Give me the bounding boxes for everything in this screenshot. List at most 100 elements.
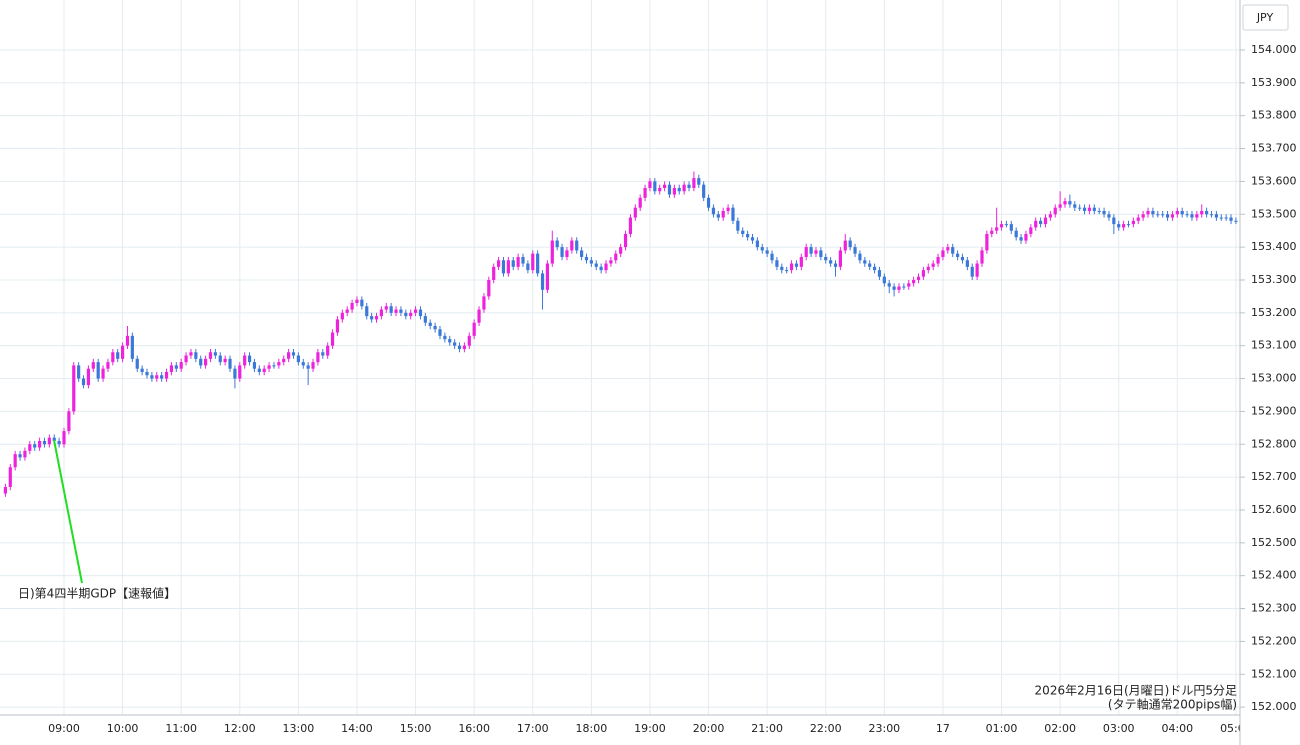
candle-body	[604, 263, 608, 271]
candle-body	[335, 319, 340, 333]
candle-body	[770, 253, 774, 261]
candle-body	[1078, 207, 1082, 209]
candle-body	[296, 355, 300, 363]
candle-body	[194, 352, 198, 359]
candle-body	[379, 309, 383, 317]
candle-body	[160, 375, 164, 379]
candle-body	[1195, 214, 1199, 218]
candle-body	[628, 217, 633, 234]
candle-body	[321, 352, 325, 356]
candle-body	[257, 368, 261, 372]
candle-body	[726, 207, 730, 211]
candle-body	[697, 178, 701, 185]
candle-body	[42, 440, 47, 445]
candle-body	[1229, 217, 1233, 221]
candle-body	[1205, 210, 1209, 215]
candle-body	[643, 187, 647, 198]
candle-body	[174, 365, 178, 369]
y-tick-label: 153.800	[1251, 109, 1297, 122]
candles	[3, 171, 1238, 497]
candle-body	[848, 240, 852, 248]
candle-body	[1131, 220, 1135, 225]
candle-body	[794, 263, 799, 267]
candle-body	[1112, 217, 1116, 225]
x-tick-label: 16:00	[458, 722, 490, 735]
candle-body	[492, 266, 496, 280]
candle-body	[238, 365, 242, 379]
candle-body	[96, 362, 100, 379]
candle-body	[184, 355, 188, 363]
candle-body	[511, 260, 515, 267]
candle-body	[1087, 207, 1092, 211]
candle-body	[736, 220, 740, 231]
candle-body	[262, 368, 266, 372]
annotation-arrow	[53, 439, 83, 584]
candle-body	[872, 266, 877, 271]
candle-body	[428, 322, 432, 326]
candle-body	[394, 309, 398, 313]
currency-box	[1242, 4, 1289, 31]
candle-body	[1209, 214, 1214, 216]
candle-body	[1029, 227, 1033, 234]
y-tick-label: 152.600	[1251, 503, 1297, 516]
candle-body	[120, 345, 125, 359]
candle-body	[86, 368, 91, 386]
candle-body	[1102, 210, 1106, 215]
candle-body	[540, 273, 545, 290]
candle-body	[1224, 217, 1228, 219]
candle-body	[853, 247, 857, 254]
candle-body	[496, 260, 501, 267]
candle-body	[204, 358, 208, 366]
candle-body	[970, 266, 974, 277]
candle-body	[633, 207, 637, 218]
x-tick-label: 23:00	[868, 722, 900, 735]
candle-body	[702, 184, 706, 198]
candle-body	[57, 440, 61, 445]
candle-body	[672, 187, 676, 195]
candle-body	[13, 454, 17, 468]
candle-body	[1122, 224, 1126, 228]
candle-body	[1063, 201, 1067, 205]
x-tick-label: 12:00	[224, 722, 256, 735]
candle-body	[326, 345, 330, 356]
candle-body	[199, 358, 203, 366]
candle-body	[1068, 201, 1072, 205]
candle-body	[433, 325, 437, 330]
x-tick-label: 17	[936, 722, 950, 735]
candle-body	[1146, 210, 1150, 215]
candle-body	[682, 184, 686, 192]
candle-body	[565, 250, 569, 257]
candle-body	[47, 437, 51, 445]
candle-body	[462, 345, 467, 349]
y-tick-label: 153.000	[1251, 372, 1297, 385]
candle-body	[638, 197, 642, 208]
candle-body	[882, 276, 886, 284]
candle-body	[658, 187, 662, 192]
candle-body	[243, 355, 247, 366]
candle-body	[1200, 210, 1204, 215]
candle-body	[111, 352, 115, 363]
candle-body	[1165, 214, 1170, 218]
y-tick-label: 153.900	[1251, 76, 1297, 89]
candle-body	[985, 233, 989, 251]
candle-body	[164, 371, 169, 379]
candle-body	[213, 352, 217, 356]
candle-body	[409, 312, 413, 317]
candle-body	[897, 286, 901, 290]
candle-body	[1170, 214, 1175, 218]
candle-body	[746, 233, 750, 238]
candle-body	[252, 362, 257, 369]
candle-body	[711, 207, 716, 215]
candle-body	[863, 260, 867, 264]
candle-body	[677, 187, 681, 192]
candle-body	[1058, 204, 1062, 208]
candle-body	[218, 355, 222, 363]
candle-body	[609, 260, 613, 264]
candle-body	[1107, 214, 1111, 218]
y-tick-label: 154.000	[1251, 43, 1297, 56]
chart-subtitle: (タテ軸通常200pips幅)	[1108, 697, 1237, 712]
y-tick-label: 152.300	[1251, 602, 1297, 615]
candle-body	[413, 309, 418, 313]
candle-body	[1053, 207, 1057, 215]
candle-body	[37, 440, 42, 448]
